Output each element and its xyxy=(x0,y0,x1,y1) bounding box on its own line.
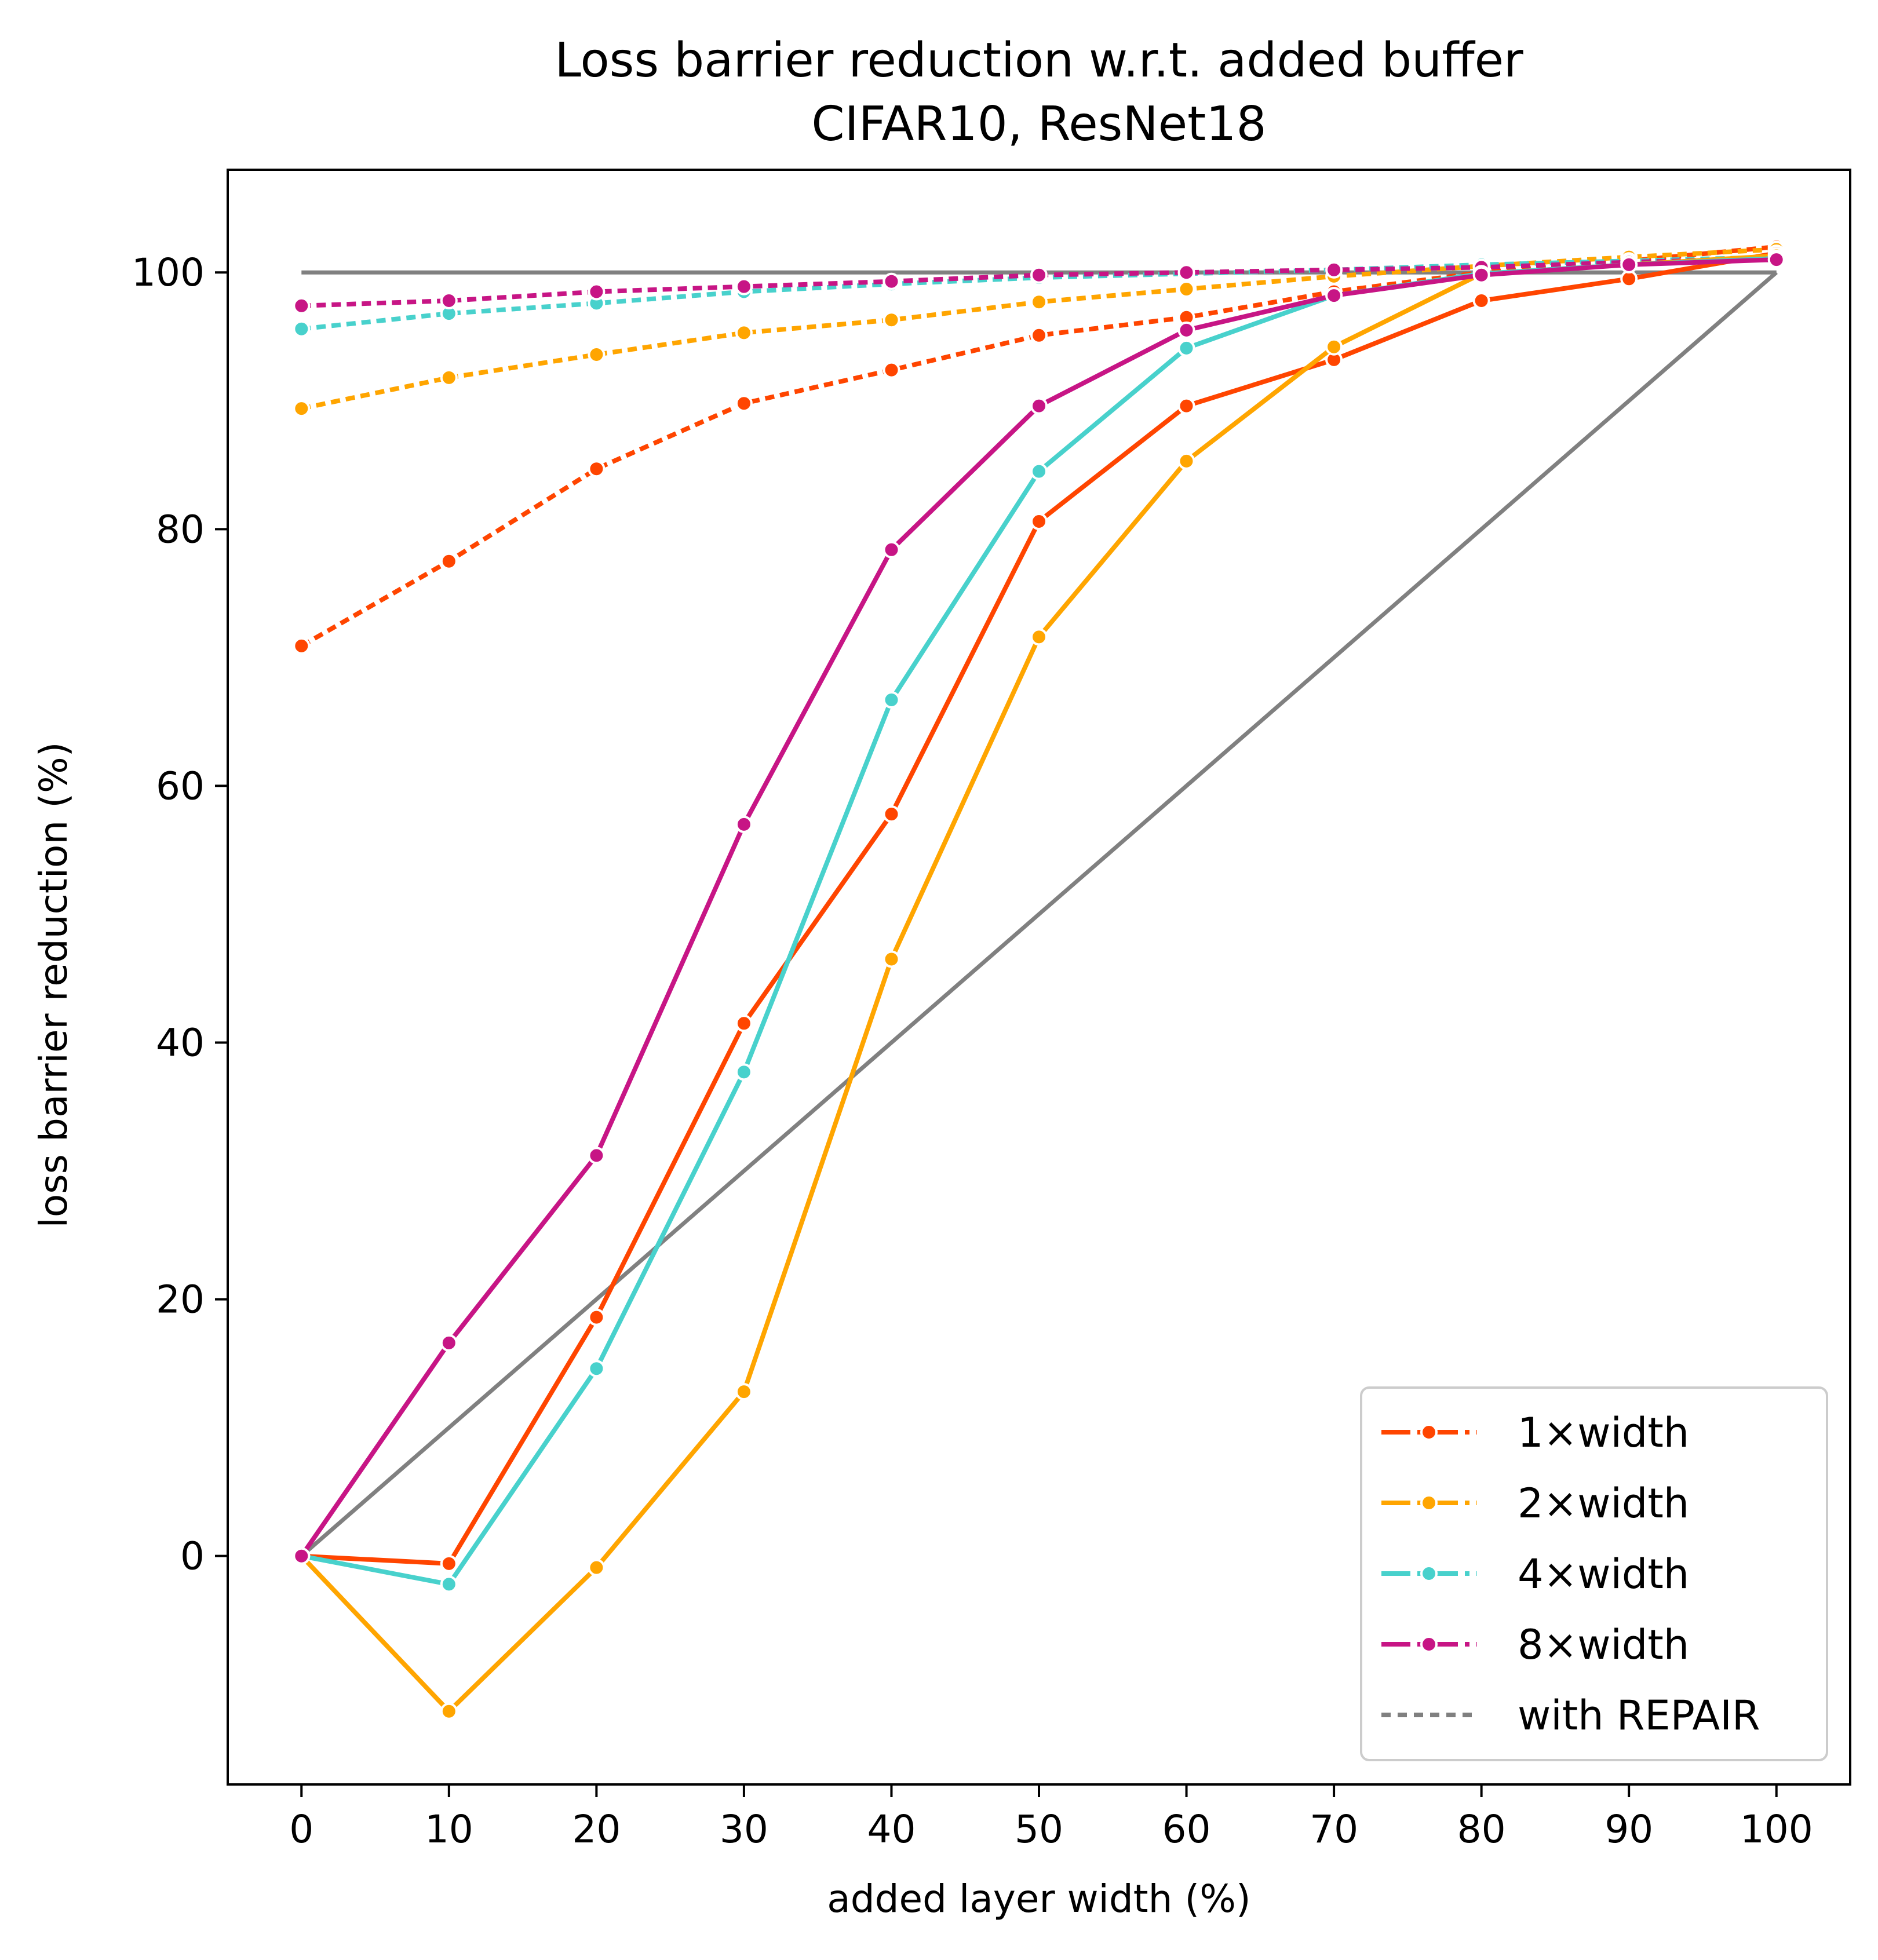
legend-label: 1×width xyxy=(1518,1409,1689,1457)
data-point-2-width-with-repair-40 xyxy=(883,311,900,329)
data-point-2-width-40 xyxy=(883,950,900,968)
data-point-4-width-with-repair-0 xyxy=(293,320,311,338)
data-point-2-width-30 xyxy=(735,1383,753,1401)
data-point-8-width-10 xyxy=(440,1334,458,1352)
y-tick-label: 60 xyxy=(156,764,205,808)
axis-ticks: 0 10 20 30 40 50 60 70 80 90 100 0 20 40 60 80 100 xyxy=(132,250,1813,1852)
legend-marker xyxy=(1420,1565,1438,1582)
data-point-1-width-with-repair-10 xyxy=(440,552,458,570)
data-point-1-width-80 xyxy=(1472,292,1490,309)
x-tick-label: 90 xyxy=(1604,1807,1653,1852)
data-point-1-width-40 xyxy=(883,805,900,823)
data-point-8-width-70 xyxy=(1325,287,1343,305)
data-point-1-width-with-repair-40 xyxy=(883,361,900,379)
y-axis-label: loss barrier reduction (%) xyxy=(31,742,76,1228)
data-point-1-width-90 xyxy=(1620,270,1638,288)
series-8-width xyxy=(293,251,1785,1565)
data-point-8-width-with-repair-10 xyxy=(440,292,458,309)
data-point-1-width-with-repair-50 xyxy=(1030,326,1048,344)
data-point-8-width-100 xyxy=(1767,251,1785,269)
legend-marker xyxy=(1420,1424,1438,1441)
x-tick-label: 80 xyxy=(1457,1807,1506,1852)
data-point-2-width-10 xyxy=(440,1702,458,1720)
data-point-1-width-10 xyxy=(440,1554,458,1572)
data-point-1-width-with-repair-20 xyxy=(588,460,606,478)
x-tick-label: 100 xyxy=(1740,1807,1813,1852)
x-tick-label: 40 xyxy=(867,1807,916,1852)
data-point-1-width-with-repair-0 xyxy=(293,637,311,655)
y-tick-label: 20 xyxy=(156,1278,205,1322)
data-point-8-width-60 xyxy=(1177,321,1195,339)
legend-label: 8×width xyxy=(1518,1621,1689,1669)
x-tick-label: 60 xyxy=(1162,1807,1211,1852)
data-point-2-width-with-repair-50 xyxy=(1030,293,1048,311)
legend-box xyxy=(1360,1386,1828,1761)
data-point-8-width-with-repair-70 xyxy=(1325,261,1343,279)
legend-marker xyxy=(1420,1636,1438,1653)
legend-entry-4-width: 4×width xyxy=(1381,1550,1689,1598)
x-tick-label: 50 xyxy=(1015,1807,1063,1852)
x-tick-label: 0 xyxy=(289,1807,313,1852)
legend-entry-8-width: 8×width xyxy=(1381,1621,1689,1669)
data-point-4-width-20 xyxy=(588,1360,606,1378)
x-tick-label: 30 xyxy=(720,1807,768,1852)
data-point-8-width-80 xyxy=(1472,266,1490,284)
data-point-4-width-50 xyxy=(1030,462,1048,480)
legend-entry-with-repair: with REPAIR xyxy=(1381,1692,1760,1739)
data-point-2-width-70 xyxy=(1325,338,1343,356)
series-line-8-width-with-repair xyxy=(301,256,1777,308)
chart-subtitle: CIFAR10, ResNet18 xyxy=(811,97,1266,152)
x-tick-label: 10 xyxy=(425,1807,473,1852)
data-point-8-width-90 xyxy=(1620,256,1638,273)
chart-title: Loss barrier reduction w.r.t. added buff… xyxy=(555,33,1523,88)
data-point-1-width-60 xyxy=(1177,397,1195,415)
data-point-2-width-with-repair-60 xyxy=(1177,280,1195,298)
data-point-4-width-60 xyxy=(1177,339,1195,357)
data-point-8-width-with-repair-20 xyxy=(588,283,606,301)
x-tick-label: 20 xyxy=(572,1807,621,1852)
legend-label: 2×width xyxy=(1518,1480,1689,1527)
data-point-2-width-with-repair-30 xyxy=(735,324,753,342)
legend-entry-2-width: 2×width xyxy=(1381,1480,1689,1527)
data-point-8-width-20 xyxy=(588,1147,606,1165)
data-point-2-width-50 xyxy=(1030,628,1048,646)
x-axis-label: added layer width (%) xyxy=(827,1877,1250,1921)
y-tick-label: 80 xyxy=(156,507,205,552)
data-point-4-width-30 xyxy=(735,1063,753,1081)
y-tick-label: 40 xyxy=(156,1020,205,1065)
legend-marker xyxy=(1420,1494,1438,1512)
data-point-2-width-20 xyxy=(588,1558,606,1576)
data-point-2-width-with-repair-10 xyxy=(440,368,458,386)
x-tick-label: 70 xyxy=(1310,1807,1358,1852)
data-point-8-width-40 xyxy=(883,541,900,559)
data-point-8-width-with-repair-60 xyxy=(1177,264,1195,282)
data-point-8-width-with-repair-0 xyxy=(293,297,311,315)
data-point-2-width-60 xyxy=(1177,452,1195,470)
legend: 1×width 2×width 4×width 8×width with REPAIR xyxy=(1360,1386,1828,1761)
data-point-2-width-with-repair-20 xyxy=(588,346,606,363)
plot-frame xyxy=(227,169,1851,1786)
data-point-2-width-with-repair-0 xyxy=(293,400,311,418)
legend-entry-1-width: 1×width xyxy=(1381,1409,1689,1457)
y-tick-label: 100 xyxy=(132,250,205,295)
data-point-1-width-30 xyxy=(735,1014,753,1032)
data-point-8-width-with-repair-40 xyxy=(883,272,900,290)
data-point-4-width-10 xyxy=(440,1575,458,1593)
data-point-8-width-with-repair-30 xyxy=(735,278,753,295)
data-point-1-width-with-repair-30 xyxy=(735,395,753,413)
data-point-4-width-40 xyxy=(883,691,900,709)
data-point-1-width-20 xyxy=(588,1308,606,1326)
data-point-8-width-0 xyxy=(293,1547,311,1565)
data-point-8-width-30 xyxy=(735,815,753,833)
y-tick-label: 0 xyxy=(180,1534,205,1579)
series-lines xyxy=(293,238,1785,1720)
data-point-8-width-50 xyxy=(1030,397,1048,415)
data-point-8-width-with-repair-50 xyxy=(1030,266,1048,284)
reference-line-diagonal xyxy=(300,271,1778,1558)
legend-label: with REPAIR xyxy=(1518,1692,1760,1739)
data-point-1-width-50 xyxy=(1030,513,1048,530)
legend-label: 4×width xyxy=(1518,1550,1689,1598)
